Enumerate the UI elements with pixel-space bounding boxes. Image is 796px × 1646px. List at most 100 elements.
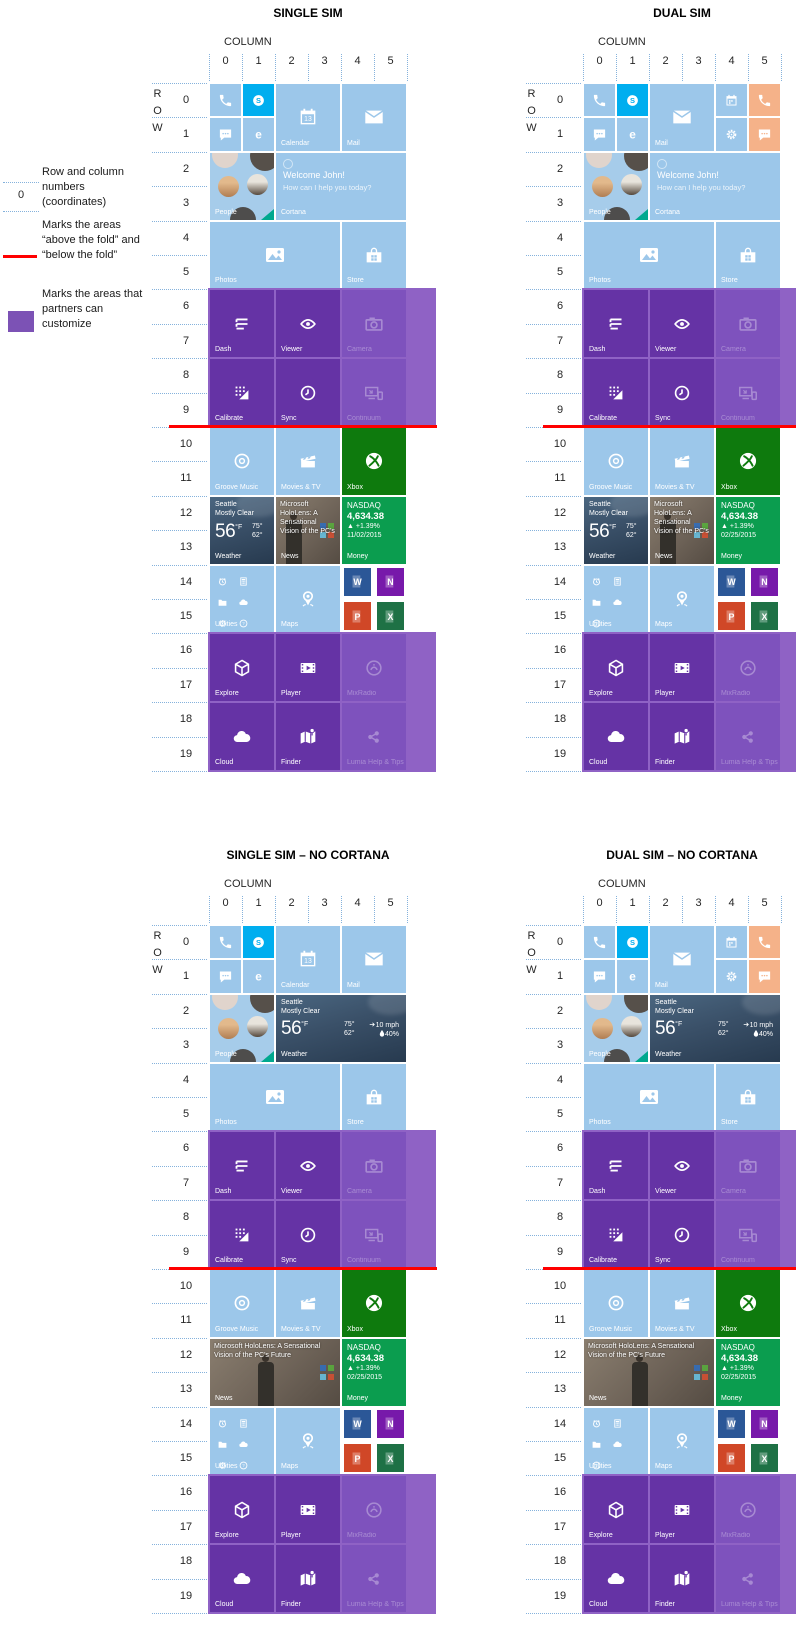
tile-xbox[interactable]: Xbox bbox=[716, 428, 780, 495]
tile-lumia-help[interactable]: Lumia Help & Tips bbox=[342, 703, 406, 770]
tile-viewer[interactable]: Viewer bbox=[650, 290, 714, 358]
tile-edge[interactable]: e bbox=[617, 960, 648, 993]
tile-camera[interactable]: Camera bbox=[716, 290, 780, 358]
tile-edge[interactable]: e bbox=[243, 960, 274, 993]
tile-maps[interactable]: Maps bbox=[276, 565, 340, 633]
tile-weather-wide[interactable]: Seattle Mostly Clear 56°F 75° 62° 10 mph 40% We… bbox=[276, 994, 406, 1062]
tile-skype[interactable]: S bbox=[617, 84, 648, 117]
tile-store[interactable]: Store bbox=[716, 221, 780, 289]
tile-photos[interactable]: Photos bbox=[210, 1063, 340, 1131]
tile-store[interactable]: Store bbox=[342, 1063, 406, 1131]
tile-word[interactable]: W bbox=[718, 567, 745, 596]
tile-phone[interactable] bbox=[210, 84, 241, 117]
tile-movies-tv[interactable]: Movies & TV bbox=[276, 428, 340, 495]
tile-cloud[interactable]: Cloud bbox=[584, 1545, 648, 1612]
tile-utilities[interactable]: ? Utilities bbox=[584, 1407, 648, 1475]
tile-sync[interactable]: Sync bbox=[276, 1201, 340, 1268]
tile-mail[interactable]: Mail bbox=[342, 84, 406, 151]
tile-lumia-help[interactable]: Lumia Help & Tips bbox=[716, 1545, 780, 1612]
tile-movies-tv[interactable]: Movies & TV bbox=[650, 428, 714, 495]
tile-cortana[interactable]: Welcome John! How can I help you today? Co… bbox=[650, 152, 780, 220]
tile-dash[interactable]: Dash bbox=[584, 290, 648, 358]
tile-movies-tv[interactable]: Movies & TV bbox=[650, 1270, 714, 1337]
tile-onenote[interactable]: N bbox=[751, 1409, 778, 1438]
tile-skype[interactable]: S bbox=[243, 84, 274, 117]
tile-phone[interactable] bbox=[210, 926, 241, 959]
tile-dash[interactable]: Dash bbox=[210, 290, 274, 358]
tile-calendar-small[interactable] bbox=[716, 84, 747, 117]
tile-mixradio[interactable]: MixRadio bbox=[342, 634, 406, 702]
tile-excel[interactable]: X bbox=[751, 1444, 778, 1473]
tile-mail[interactable]: Mail bbox=[342, 926, 406, 993]
tile-messaging[interactable] bbox=[584, 118, 615, 151]
tile-maps[interactable]: Maps bbox=[276, 1407, 340, 1475]
tile-utilities[interactable]: ? Utilities bbox=[210, 1407, 274, 1475]
tile-phone-sim2[interactable] bbox=[749, 926, 780, 959]
tile-people[interactable]: People bbox=[584, 994, 648, 1062]
tile-onenote[interactable]: N bbox=[377, 1409, 404, 1438]
tile-settings[interactable] bbox=[716, 118, 747, 151]
tile-lumia-help[interactable]: Lumia Help & Tips bbox=[716, 703, 780, 770]
tile-photos[interactable]: Photos bbox=[584, 221, 714, 289]
tile-cortana[interactable]: Welcome John! How can I help you today? Co… bbox=[276, 152, 406, 220]
tile-people[interactable]: People bbox=[210, 152, 274, 220]
tile-explore[interactable]: Explore bbox=[210, 1476, 274, 1544]
tile-money[interactable]: NASDAQ 4,634.38 ▲ +1.39% 02/25/2015 Money bbox=[716, 496, 780, 564]
tile-finder[interactable]: Finder bbox=[650, 1545, 714, 1612]
tile-mixradio[interactable]: MixRadio bbox=[716, 1476, 780, 1544]
tile-lumia-help[interactable]: Lumia Help & Tips bbox=[342, 1545, 406, 1612]
tile-player[interactable]: Player bbox=[276, 634, 340, 702]
tile-continuum[interactable]: Continuum bbox=[716, 359, 780, 426]
tile-dash[interactable]: Dash bbox=[210, 1132, 274, 1200]
tile-powerpoint[interactable]: P bbox=[718, 602, 745, 631]
tile-excel[interactable]: X bbox=[377, 602, 404, 631]
tile-mixradio[interactable]: MixRadio bbox=[342, 1476, 406, 1544]
tile-mail[interactable]: Mail bbox=[650, 926, 714, 993]
tile-dash[interactable]: Dash bbox=[584, 1132, 648, 1200]
tile-messaging[interactable] bbox=[210, 118, 241, 151]
tile-finder[interactable]: Finder bbox=[276, 703, 340, 770]
tile-money[interactable]: NASDAQ 4,634.38 ▲ +1.39% 02/25/2015 Money bbox=[342, 1338, 406, 1406]
tile-camera[interactable]: Camera bbox=[716, 1132, 780, 1200]
tile-onenote[interactable]: N bbox=[751, 567, 778, 596]
tile-calibrate[interactable]: Calibrate bbox=[210, 1201, 274, 1268]
tile-store[interactable]: Store bbox=[342, 221, 406, 289]
tile-mixradio[interactable]: MixRadio bbox=[716, 634, 780, 702]
tile-continuum[interactable]: Continuum bbox=[716, 1201, 780, 1268]
tile-continuum[interactable]: Continuum bbox=[342, 1201, 406, 1268]
tile-weather[interactable]: Seattle Mostly Clear 56°F 75° 62° Weather bbox=[210, 496, 274, 564]
tile-maps[interactable]: Maps bbox=[650, 565, 714, 633]
tile-phone[interactable] bbox=[584, 84, 615, 117]
tile-cloud[interactable]: Cloud bbox=[210, 703, 274, 770]
tile-weather[interactable]: Seattle Mostly Clear 56°F 75° 62° Weather bbox=[584, 496, 648, 564]
tile-calendar-small[interactable] bbox=[716, 926, 747, 959]
tile-photos[interactable]: Photos bbox=[210, 221, 340, 289]
tile-camera[interactable]: Camera bbox=[342, 290, 406, 358]
tile-xbox[interactable]: Xbox bbox=[342, 428, 406, 495]
tile-news-wide[interactable]: Microsoft HoloLens: A Sensational Vision… bbox=[584, 1338, 714, 1406]
tile-player[interactable]: Player bbox=[276, 1476, 340, 1544]
tile-viewer[interactable]: Viewer bbox=[276, 1132, 340, 1200]
tile-calendar[interactable]: 13 Calendar bbox=[276, 926, 340, 993]
tile-movies-tv[interactable]: Movies & TV bbox=[276, 1270, 340, 1337]
tile-excel[interactable]: X bbox=[751, 602, 778, 631]
tile-edge[interactable]: e bbox=[617, 118, 648, 151]
tile-sync[interactable]: Sync bbox=[650, 359, 714, 426]
tile-money[interactable]: NASDAQ 4,634.38 ▲ +1.39% 02/25/2015 Money bbox=[716, 1338, 780, 1406]
tile-cloud[interactable]: Cloud bbox=[210, 1545, 274, 1612]
tile-phone[interactable] bbox=[584, 926, 615, 959]
tile-skype[interactable]: S bbox=[617, 926, 648, 959]
tile-groove-music[interactable]: Groove Music bbox=[584, 428, 648, 495]
tile-camera[interactable]: Camera bbox=[342, 1132, 406, 1200]
tile-messaging[interactable] bbox=[584, 960, 615, 993]
tile-player[interactable]: Player bbox=[650, 1476, 714, 1544]
tile-powerpoint[interactable]: P bbox=[344, 1444, 371, 1473]
tile-money[interactable]: NASDAQ 4,634.38 ▲ +1.39% 11/02/2015 Money bbox=[342, 496, 406, 564]
tile-news-wide[interactable]: Microsoft HoloLens: A Sensational Vision… bbox=[210, 1338, 340, 1406]
tile-word[interactable]: W bbox=[344, 567, 371, 596]
tile-calibrate[interactable]: Calibrate bbox=[584, 359, 648, 426]
tile-weather-wide[interactable]: Seattle Mostly Clear 56°F 75° 62° 10 mph 40% We… bbox=[650, 994, 780, 1062]
tile-viewer[interactable]: Viewer bbox=[276, 290, 340, 358]
tile-player[interactable]: Player bbox=[650, 634, 714, 702]
tile-finder[interactable]: Finder bbox=[650, 703, 714, 770]
